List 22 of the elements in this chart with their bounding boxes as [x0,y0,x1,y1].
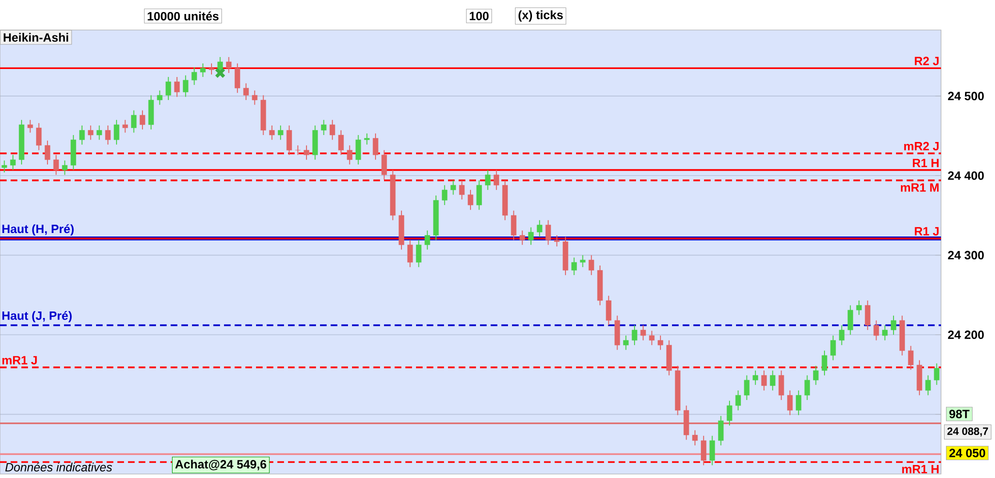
text: (x) ticks [518,10,563,22]
y-tick-label: 24 500 [948,92,984,100]
ref-line-label: mR1 J [2,356,37,364]
ref-line-label: Haut (J, Pré) [2,310,72,322]
text: 10000 unités [148,12,219,20]
annotation: Achat@24 549,6 [175,460,266,470]
ref-line-label: R1 H [912,158,939,168]
annotation: Données indicatives [5,462,112,472]
y-tick-label: 24 200 [948,330,984,340]
ref-line-label: mR2 J [904,142,939,150]
y-tick-label: 24 400 [948,171,984,180]
ref-line-label: R2 J [914,56,939,66]
text: 24 088,7 [947,427,988,437]
y-tick-label: 24 300 [948,250,984,260]
text: 98T [949,410,970,418]
text: 100 [470,12,489,20]
ref-line-label: mR1 M [900,183,939,192]
ref-line-label: mR1 H [902,464,939,474]
ref-line-label: R1 J [914,227,939,236]
ref-line-label: Haut (H, Pré) [2,224,74,236]
text: 24 050 [949,448,986,458]
chart-title: Heikin-Ashi [4,32,68,42]
